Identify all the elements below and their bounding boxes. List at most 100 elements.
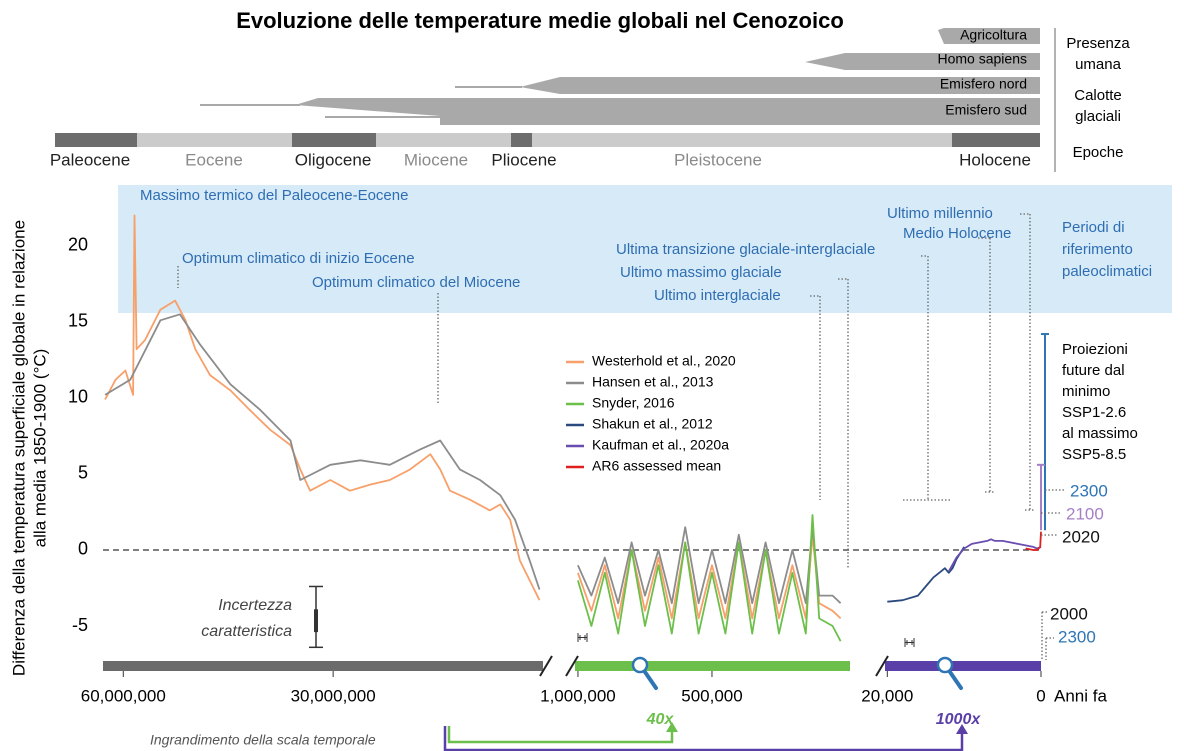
zoom-arrowhead: [666, 722, 678, 732]
timeline-bar: [295, 98, 1040, 125]
timeline-group: glaciali: [1075, 108, 1121, 125]
epoch-label: Holocene: [959, 150, 1031, 169]
annotation: Medio Holocene: [903, 225, 1011, 242]
projection-note: minimo: [1062, 383, 1110, 400]
annotation: Ultima transizione glaciale-interglacial…: [616, 241, 875, 258]
data-line: [948, 538, 1042, 572]
data-line: [1025, 531, 1042, 551]
timeline-label: Homo sapiens: [938, 51, 1028, 67]
timeline-group: umana: [1075, 56, 1122, 73]
y-tick-label: 15: [68, 311, 88, 331]
y-axis-label: alla media 1850-1900 (°C): [30, 349, 49, 548]
projection-note: al massimo: [1062, 425, 1138, 442]
epoch-bar: [292, 133, 376, 147]
zoom-arrow: [447, 726, 674, 744]
year-label: 2020: [1062, 527, 1100, 546]
year-label: 2000: [1050, 604, 1088, 623]
legend-label: Kaufman et al., 2020a: [592, 437, 729, 453]
epoch-label: Eocene: [185, 150, 243, 169]
annotation: Ultimo massimo glaciale: [620, 264, 782, 281]
annotation: Optimum climatico di inizio Eocene: [182, 250, 415, 267]
epoch-bar: [55, 133, 137, 147]
x-tick-label: 0: [1036, 686, 1045, 705]
epoch-bar: [532, 133, 952, 147]
zoom-factor: 40x: [646, 711, 675, 728]
reference-label: riferimento: [1062, 241, 1133, 258]
zoom-factor: 1000x: [936, 711, 982, 728]
year-label: 2100: [1066, 504, 1104, 523]
magnifier: [936, 656, 954, 674]
timeline-group: Presenza: [1066, 35, 1130, 52]
legend-label: AR6 assessed mean: [592, 458, 721, 474]
zoom-label: Ingrandimento della scala temporale: [150, 732, 376, 748]
epoch-bar: [511, 133, 532, 147]
reference-band: [118, 185, 1172, 313]
uncertainty-core: [314, 609, 318, 633]
axis-break: [565, 655, 579, 677]
zoom-arrow: [443, 726, 964, 751]
reference-label: Periodi di: [1062, 219, 1125, 236]
x-tick-label: 500,000: [681, 686, 742, 705]
projection-note: Proiezioni: [1062, 341, 1128, 358]
timeline-label: Emisfero sud: [945, 102, 1027, 118]
chart-title: Evoluzione delle temperature medie globa…: [236, 8, 844, 33]
magnifier-handle: [643, 670, 658, 690]
annotation: Ultimo interglaciale: [654, 287, 781, 304]
time-bar: [103, 661, 543, 671]
x-tick-label: 60,000,000: [81, 686, 166, 705]
timeline-bar: [805, 53, 1040, 70]
legend-label: Shakun et al., 2012: [592, 416, 713, 432]
data-line: [887, 546, 965, 603]
zoom-arrowhead: [956, 724, 968, 734]
year-label: 2300: [1070, 481, 1108, 500]
reference-label: paleoclimatici: [1062, 263, 1152, 280]
data-line: [104, 214, 541, 601]
timeline-bar: [938, 28, 1040, 44]
timeline-group: Epoche: [1073, 144, 1124, 161]
data-line: [577, 533, 842, 620]
epoch-label: Pliocene: [491, 150, 556, 169]
data-line: [577, 514, 842, 642]
y-tick-label: 10: [68, 387, 88, 407]
legend-label: Snyder, 2016: [592, 395, 675, 411]
epoch-label: Pleistocene: [674, 150, 762, 169]
projection-note: SSP5-8.5: [1062, 446, 1126, 463]
epoch-bar: [137, 133, 292, 147]
timeline-label: Agricoltura: [960, 27, 1027, 43]
uncertainty-label: caratteristica: [201, 623, 292, 640]
uncertainty-icon: [904, 638, 915, 647]
year-label: 2300: [1058, 627, 1096, 646]
timeline-bar: [520, 77, 1040, 94]
y-tick-label: 5: [78, 463, 88, 483]
y-tick-label: -5: [72, 615, 88, 635]
time-bar: [885, 661, 1041, 671]
epoch-label: Oligocene: [295, 150, 372, 169]
axis-break: [539, 655, 553, 677]
axis-break: [875, 655, 889, 677]
x-tick-label: 30,000,000: [291, 686, 376, 705]
y-tick-label: 20: [68, 235, 88, 255]
epoch-label: Paleocene: [50, 150, 130, 169]
legend-label: Hansen et al., 2013: [592, 374, 714, 390]
time-bar: [575, 661, 850, 671]
epoch-bar: [952, 133, 1040, 147]
data-line: [577, 526, 842, 605]
timeline-group: Calotte: [1074, 87, 1122, 104]
x-tick-label: 20,000: [861, 686, 913, 705]
projection-note: future dal: [1062, 362, 1125, 379]
x-tick-label: 1,000,000: [540, 686, 616, 705]
y-tick-label: 0: [78, 539, 88, 559]
epoch-bar: [376, 133, 511, 147]
uncertainty-icon: [577, 633, 588, 642]
uncertainty-label: Incertezza: [218, 597, 292, 614]
annotation: Ultimo millennio: [887, 205, 993, 222]
projection-note: SSP1-2.6: [1062, 404, 1126, 421]
y-axis-label: Differenza della temperatura superficial…: [9, 220, 28, 676]
legend-label: Westerhold et al., 2020: [592, 353, 736, 369]
timeline-label: Emisfero nord: [940, 76, 1027, 92]
magnifier-handle: [948, 670, 963, 690]
epoch-label: Miocene: [404, 150, 468, 169]
annotation: Optimum climatico del Miocene: [312, 274, 520, 291]
magnifier: [631, 656, 649, 674]
